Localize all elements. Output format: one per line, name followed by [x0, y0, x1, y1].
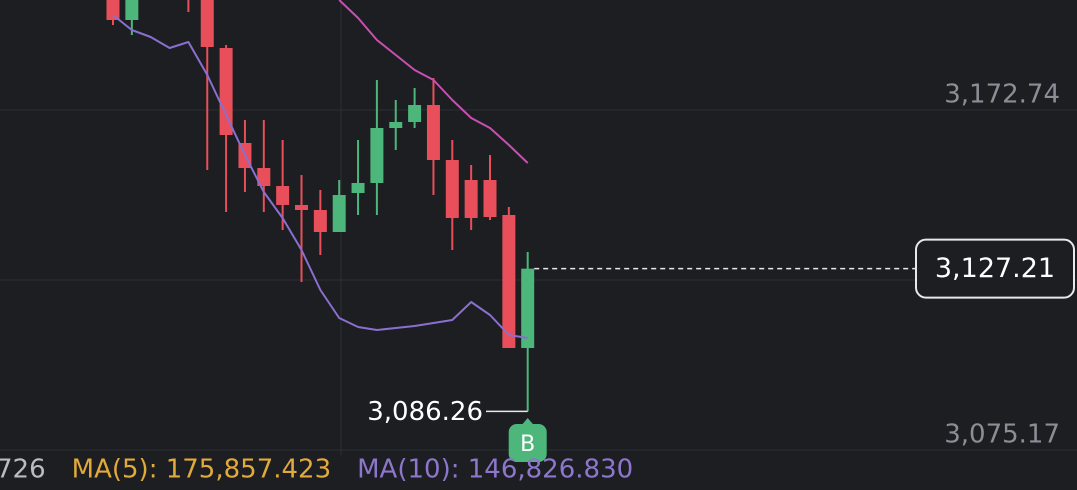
candle-body	[125, 0, 139, 21]
buy-marker	[508, 424, 547, 462]
candle-body	[219, 47, 233, 136]
candle-body	[276, 185, 290, 205]
y-tick-label: 3,075.17	[944, 420, 1060, 450]
grid: 3,172.743,123.963,075.17	[0, 79, 1077, 451]
candle-body	[257, 168, 271, 186]
buy-marker-pointer	[521, 418, 534, 425]
candle-body	[408, 105, 422, 123]
last-price-box	[915, 238, 1075, 299]
ma-line	[112, 14, 528, 339]
candle-body	[351, 182, 365, 193]
legend-item: MA(10): 146,826.830	[357, 455, 633, 485]
candle-body	[106, 0, 120, 21]
low-label: 3,086.26	[367, 397, 483, 427]
candle-body	[200, 0, 214, 48]
legend-item: MA(5): 175,857.423	[72, 455, 331, 485]
candle-body	[426, 105, 440, 160]
overlay: 3,127.21 3,086.26 B 726 MA(5): 175,857.423 MA…	[0, 238, 1075, 485]
candle-body	[389, 122, 403, 129]
candle-body	[445, 159, 459, 218]
candle-body	[483, 179, 497, 218]
candle-body	[521, 268, 535, 349]
buy-marker-label: B	[520, 432, 535, 457]
candle-body	[370, 128, 384, 183]
candle-body	[502, 214, 516, 349]
y-tick-label: 3,172.74	[944, 79, 1060, 109]
candle-body	[313, 210, 327, 232]
candle-body	[295, 204, 308, 211]
candle-body	[464, 179, 478, 218]
candle-body	[332, 195, 346, 232]
legend-item: 726	[0, 455, 46, 485]
last-price-label: 3,127.21	[935, 253, 1055, 284]
ma-line	[338, 0, 529, 164]
plot-area	[106, 0, 535, 412]
